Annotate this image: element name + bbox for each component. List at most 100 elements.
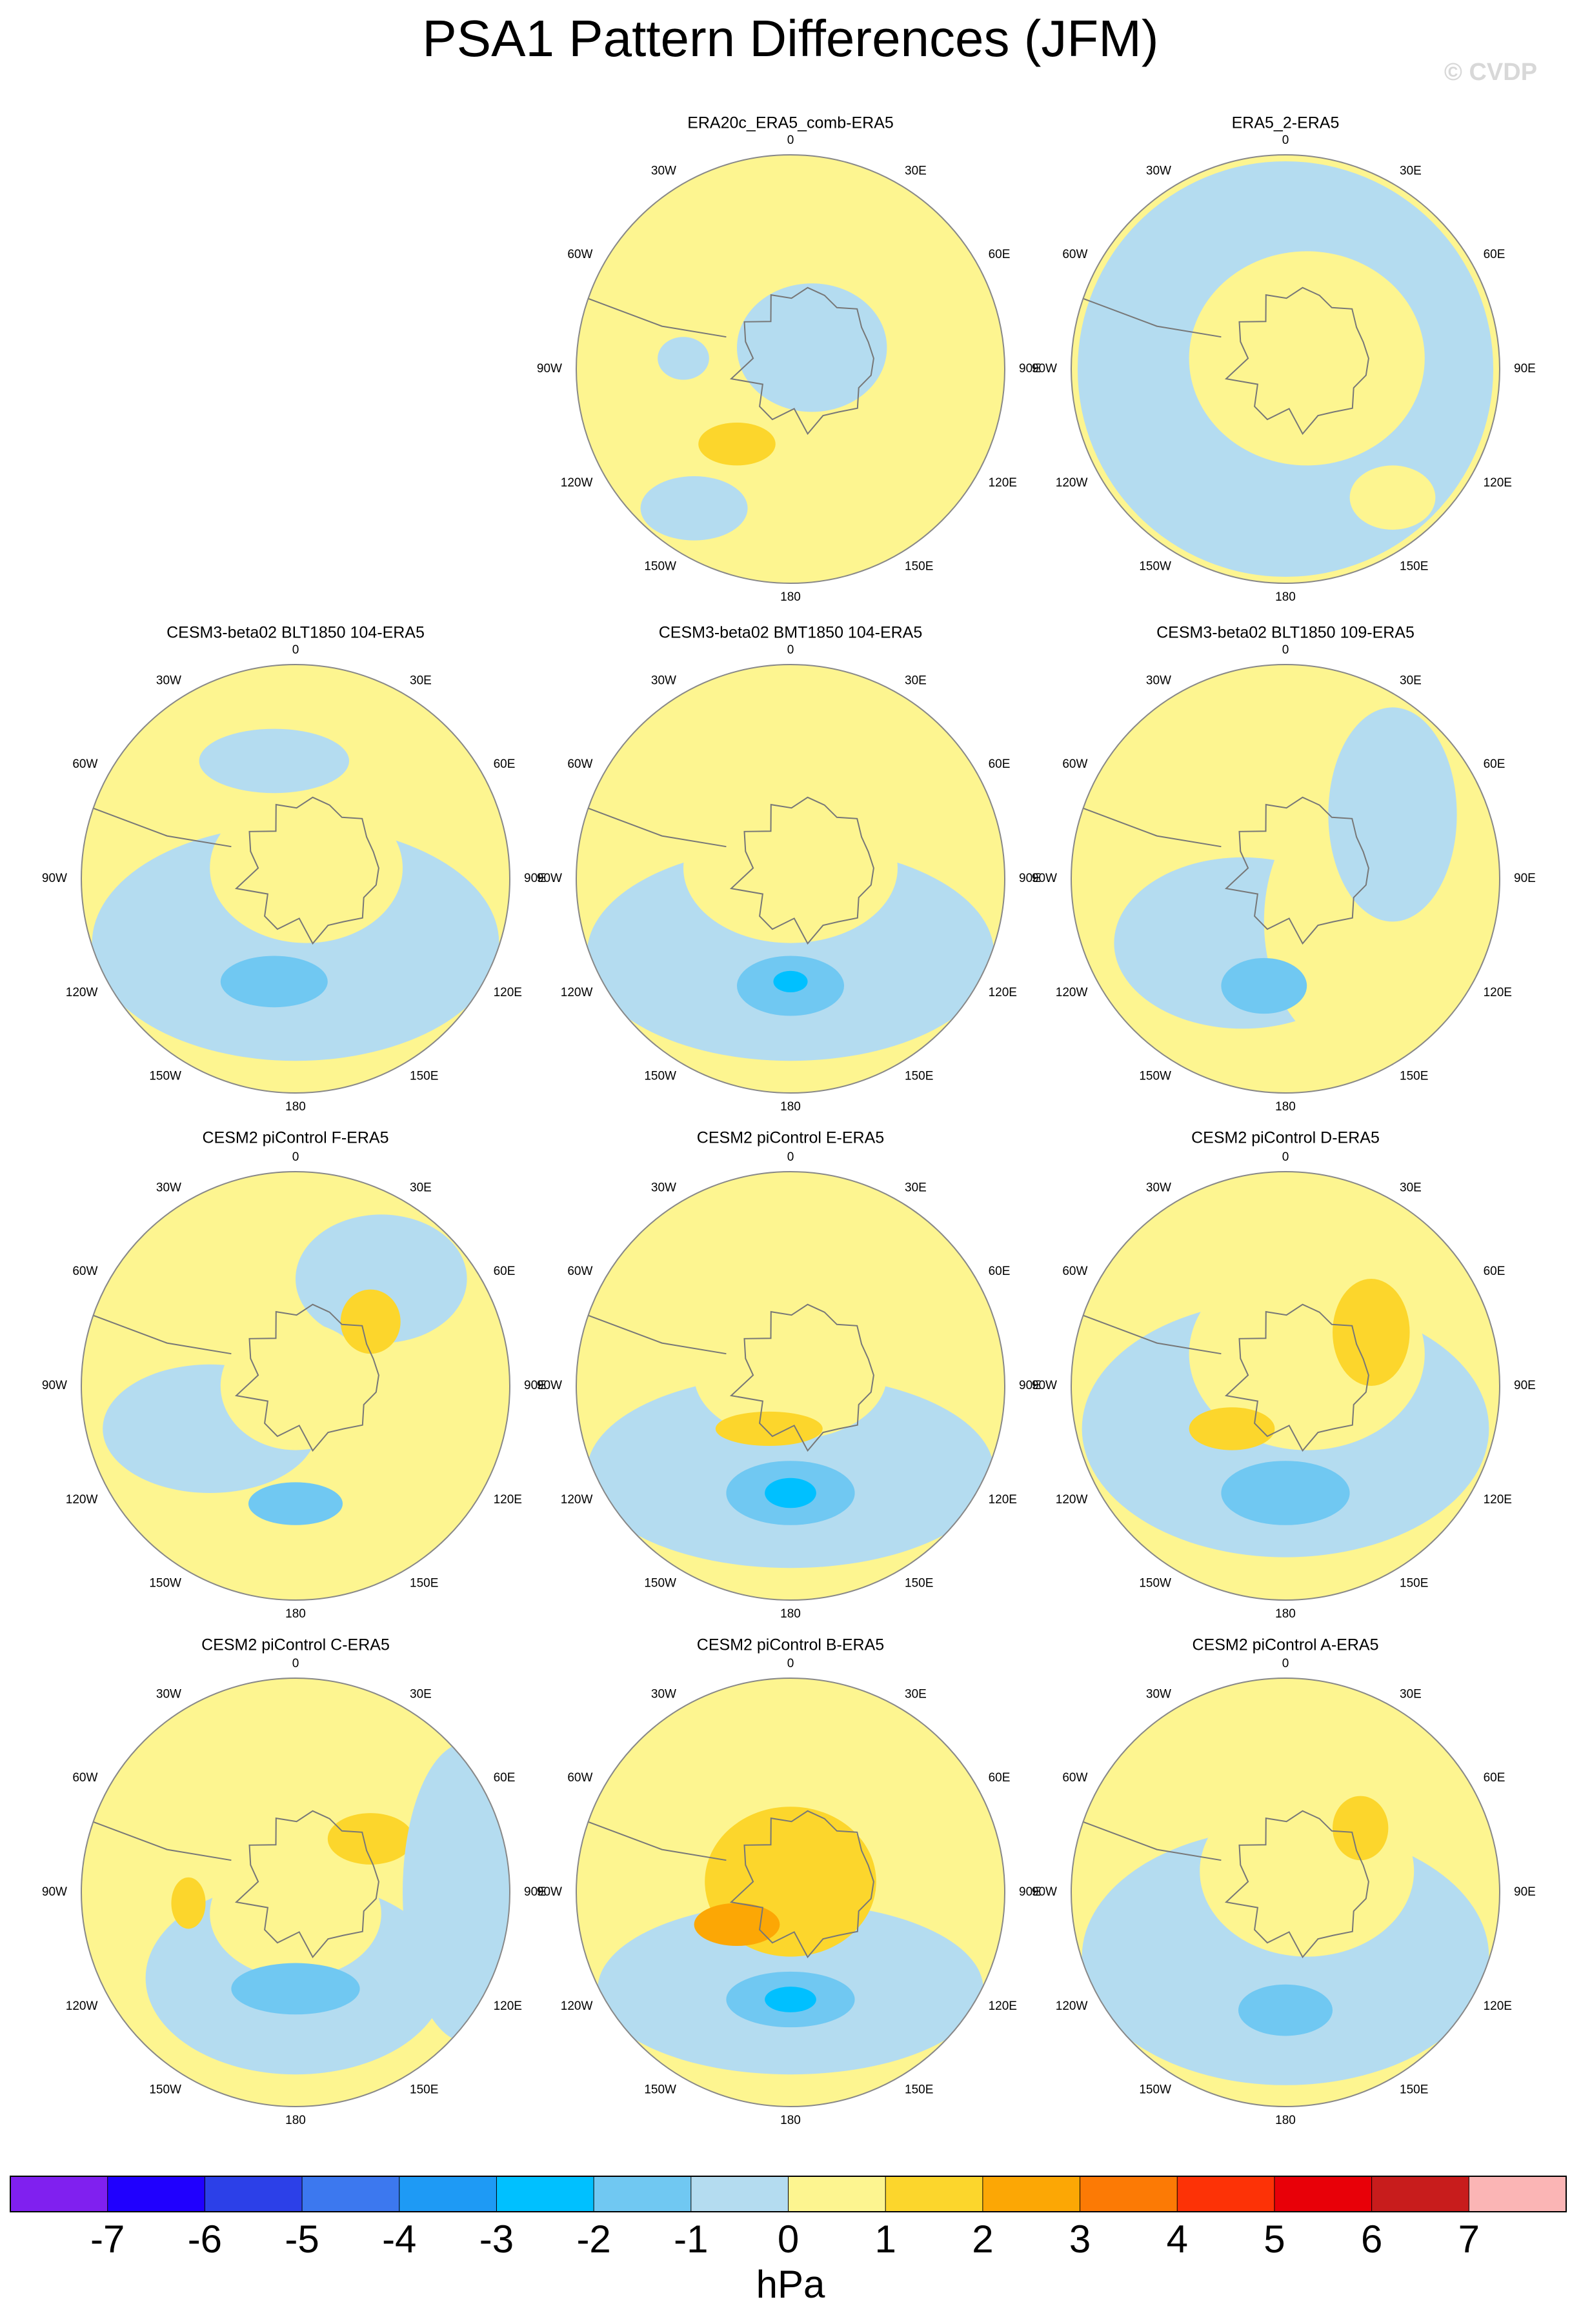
longitude-label: 120W xyxy=(66,986,98,999)
contour-region xyxy=(210,793,403,943)
panel-title: ERA5_2-ERA5 xyxy=(1232,114,1340,132)
contour-region xyxy=(231,1963,360,2015)
longitude-label: 0 xyxy=(1282,643,1289,657)
longitude-label: 150E xyxy=(1400,560,1428,574)
longitude-label: 90E xyxy=(524,1885,546,1899)
longitude-label: 90E xyxy=(1019,1885,1041,1899)
longitude-label: 0 xyxy=(787,1150,794,1164)
colorbar-box xyxy=(594,2176,691,2212)
longitude-label: 150E xyxy=(905,560,933,574)
contour-region xyxy=(694,1903,780,1946)
colorbar-box xyxy=(399,2176,497,2212)
longitude-label: 150W xyxy=(644,1070,676,1083)
longitude-label: 150W xyxy=(149,2083,181,2097)
colorbar-tick-label: 6 xyxy=(1361,2218,1382,2261)
longitude-label: 30W xyxy=(1146,1181,1171,1194)
map-panel: CESM2 piControl A-ERA5 0 30E 60E 90E 120E 150E… xyxy=(1032,1636,1536,2127)
panel-title: CESM3-beta02 BMT1850 104-ERA5 xyxy=(659,624,923,642)
contour-region xyxy=(210,1849,381,1978)
longitude-label: 90E xyxy=(524,1379,546,1392)
longitude-label: 60W xyxy=(567,1265,592,1278)
contour-region xyxy=(220,956,328,1008)
coastline xyxy=(1224,1810,1369,1959)
map-field xyxy=(1071,665,1500,1093)
map-border xyxy=(576,1678,1005,2107)
map-panel: CESM2 piControl D-ERA5 0 30E 60E 90E 120E 150E… xyxy=(1032,1129,1536,1621)
colorbar-tick-label: 4 xyxy=(1167,2218,1188,2261)
watermark: © CVDP xyxy=(1444,59,1537,86)
contour-region xyxy=(1189,1407,1275,1450)
panel-title: CESM2 piControl D-ERA5 xyxy=(1191,1129,1380,1147)
contour-region xyxy=(765,1987,816,2012)
longitude-label: 60W xyxy=(567,248,592,261)
colorbar-tick-label: -4 xyxy=(382,2218,416,2261)
longitude-label: 30E xyxy=(905,674,927,687)
panel-title: CESM3-beta02 BLT1850 104-ERA5 xyxy=(166,624,425,642)
map-field xyxy=(1071,155,1500,583)
longitude-label: 180 xyxy=(780,2114,801,2127)
longitude-label: 60W xyxy=(1062,757,1087,771)
colorbar-tick-label: -2 xyxy=(576,2218,610,2261)
longitude-label: 120W xyxy=(561,1999,593,2013)
colorbar-box xyxy=(205,2176,303,2212)
contour-region xyxy=(1189,251,1425,466)
contour-region xyxy=(694,1310,887,1439)
longitude-label: 60E xyxy=(1484,757,1505,771)
map-panel: CESM2 piControl F-ERA5 0 30E 60E 90E 120E 150E… xyxy=(42,1129,546,1621)
coastline xyxy=(234,1303,379,1452)
longitude-label: 150E xyxy=(410,2083,438,2097)
panel-title: CESM3-beta02 BLT1850 109-ERA5 xyxy=(1156,624,1415,642)
contour-region xyxy=(1221,957,1307,1014)
longitude-label: 90W xyxy=(1032,1885,1057,1899)
longitude-label: 0 xyxy=(1282,134,1289,147)
longitude-label: 180 xyxy=(1275,590,1296,604)
longitude-label: 120E xyxy=(1484,986,1512,999)
figure-title: PSA1 Pattern Differences (JFM) xyxy=(422,10,1158,67)
contour-region xyxy=(658,337,709,380)
longitude-label: 150E xyxy=(1400,1577,1428,1590)
panel-title: CESM2 piControl E-ERA5 xyxy=(697,1129,884,1147)
longitude-label: 120E xyxy=(1484,1493,1512,1507)
longitude-label: 60E xyxy=(989,1771,1011,1785)
coastline xyxy=(576,803,727,848)
longitude-label: 120E xyxy=(1484,1999,1512,2013)
longitude-label: 90W xyxy=(537,1885,562,1899)
longitude-label: 30E xyxy=(905,164,927,177)
colorbar-box xyxy=(1177,2176,1274,2212)
contour-region xyxy=(640,476,748,541)
longitude-label: 60E xyxy=(1484,1771,1505,1785)
longitude-label: 60E xyxy=(494,757,516,771)
contour-region xyxy=(296,1214,467,1343)
contour-region xyxy=(1238,1984,1333,2036)
longitude-label: 150W xyxy=(149,1577,181,1590)
longitude-label: 180 xyxy=(1275,1100,1296,1114)
longitude-label: 150E xyxy=(1400,1070,1428,1083)
contour-region xyxy=(773,970,808,992)
longitude-label: 150W xyxy=(644,560,676,574)
longitude-label: 90W xyxy=(537,872,562,885)
map-field xyxy=(576,1678,1005,2107)
map-field xyxy=(81,1172,510,1600)
longitude-label: 180 xyxy=(780,1607,801,1621)
longitude-label: 30W xyxy=(651,164,676,177)
longitude-label: 120E xyxy=(989,476,1017,490)
longitude-label: 30E xyxy=(1400,674,1422,687)
longitude-label: 120E xyxy=(989,1999,1017,2013)
map-panel: CESM2 piControl E-ERA5 0 30E 60E 90E 120E 150E… xyxy=(537,1129,1041,1621)
contour-region xyxy=(1328,707,1457,922)
panel-title: CESM2 piControl F-ERA5 xyxy=(203,1129,389,1147)
longitude-label: 30W xyxy=(651,1687,676,1701)
longitude-label: 120E xyxy=(494,1999,522,2013)
longitude-label: 0 xyxy=(787,643,794,657)
longitude-label: 30W xyxy=(156,1181,181,1194)
longitude-label: 180 xyxy=(285,1100,306,1114)
map-border xyxy=(1071,1678,1500,2107)
longitude-label: 30E xyxy=(1400,164,1422,177)
colorbar-tick-label: 5 xyxy=(1264,2218,1285,2261)
colorbar-box xyxy=(1080,2176,1178,2212)
longitude-label: 150E xyxy=(905,1070,933,1083)
longitude-label: 180 xyxy=(780,590,801,604)
longitude-label: 60E xyxy=(1484,248,1505,261)
